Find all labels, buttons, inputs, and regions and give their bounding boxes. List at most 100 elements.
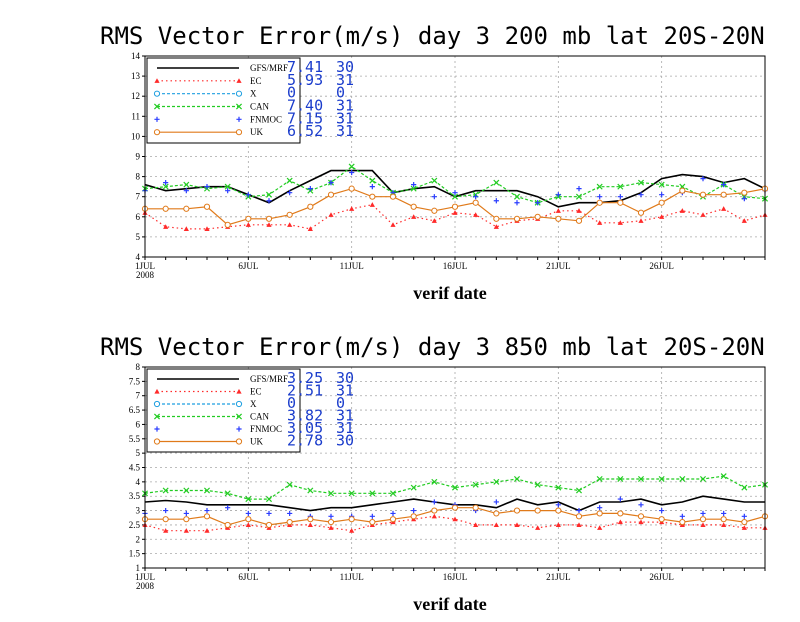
data-point (154, 116, 160, 122)
data-point (328, 212, 334, 217)
legend-stat-count: 30 (336, 58, 354, 76)
x-tick-sublabel: 2008 (136, 270, 155, 280)
data-point (162, 516, 169, 523)
data-point (720, 473, 727, 480)
plot-frame (144, 366, 766, 569)
data-point (575, 193, 583, 200)
data-point (597, 220, 603, 225)
legend-stat-mean: 3.05 (287, 419, 323, 437)
legend-label: CAN (250, 102, 270, 112)
x-axis-label: verif date (413, 283, 486, 303)
data-point (235, 90, 243, 97)
legend-stat-count: 31 (336, 122, 354, 140)
data-point (153, 438, 161, 445)
data-point (153, 90, 161, 97)
data-point (720, 191, 727, 198)
legend-stat-count: 0 (336, 394, 345, 412)
data-point (224, 521, 231, 529)
data-point (576, 186, 582, 192)
legend-stat-count: 30 (336, 432, 354, 450)
data-point (286, 481, 293, 488)
series-gfs-mrf (144, 169, 766, 208)
data-point (265, 215, 273, 222)
chart-title: RMS Vector Error(m/s) day 3 850 mb lat 2… (100, 333, 765, 361)
series-can (141, 473, 769, 503)
data-point (163, 507, 169, 514)
data-point (431, 499, 437, 505)
data-point (265, 496, 273, 503)
data-point (741, 513, 747, 519)
data-point (575, 513, 583, 520)
data-point (349, 169, 355, 176)
legend-stat-mean: 3.25 (287, 369, 323, 387)
legend-stat-mean: 0 (287, 394, 296, 412)
data-point (637, 209, 645, 216)
y-tick-label: 1.5 (129, 549, 141, 559)
data-point (411, 182, 417, 188)
data-point (183, 487, 190, 494)
data-point (369, 193, 376, 200)
data-point (287, 222, 293, 227)
y-tick-label: 12 (131, 91, 140, 101)
data-point (389, 516, 397, 523)
data-point (555, 502, 561, 508)
legend-stat-count: 31 (336, 97, 354, 115)
legend-stat-mean: 5.93 (287, 71, 323, 89)
data-point (555, 507, 562, 514)
data-point (245, 510, 251, 517)
data-point (204, 226, 210, 231)
x-tick-label: 21JUL (546, 261, 571, 271)
data-point (451, 203, 459, 210)
data-point (390, 510, 396, 517)
data-point (493, 499, 499, 505)
data-point (369, 202, 375, 207)
data-point (493, 478, 500, 485)
data-point (153, 103, 161, 110)
data-point (555, 484, 562, 491)
data-point (535, 525, 541, 530)
legend-label: CAN (250, 412, 270, 422)
data-point (183, 516, 190, 523)
plot-frame (144, 55, 766, 258)
data-point (236, 426, 242, 432)
data-point (513, 193, 521, 200)
legend-stat-mean: 2.51 (287, 382, 323, 400)
data-point (721, 206, 727, 211)
data-point (679, 187, 686, 194)
data-point (699, 516, 707, 523)
data-point (431, 513, 437, 519)
data-point (348, 185, 355, 192)
data-point (576, 208, 582, 213)
data-point (328, 180, 334, 186)
data-point (183, 181, 190, 188)
x-tick-label: 26JUL (649, 572, 674, 582)
legend-label: GFS/MRF (250, 374, 288, 384)
data-point (617, 510, 624, 517)
data-point (235, 129, 243, 136)
legend-stat-mean: 6.52 (287, 122, 323, 140)
data-point (349, 206, 355, 211)
data-point (741, 525, 747, 530)
legend-stat-count: 31 (336, 109, 354, 127)
data-point (203, 203, 211, 210)
series-fnmoc (142, 169, 768, 206)
y-tick-label: 11 (131, 111, 140, 121)
data-point (203, 513, 211, 520)
data-point (513, 507, 521, 514)
y-tick-label: 7 (136, 391, 141, 401)
data-point (390, 222, 396, 227)
data-point (493, 510, 500, 517)
y-tick-label: 2 (136, 534, 141, 544)
y-tick-label: 3.5 (129, 491, 141, 501)
data-point (431, 507, 438, 514)
data-point (741, 196, 747, 202)
y-tick-label: 6.5 (129, 405, 141, 415)
y-tick-label: 14 (131, 51, 141, 61)
data-point (163, 224, 169, 229)
x-tick-label: 16JUL (443, 261, 468, 271)
data-point (411, 214, 417, 219)
legend-label: EC (250, 387, 262, 397)
data-point (741, 484, 748, 491)
legend-stat-count: 0 (336, 84, 345, 102)
